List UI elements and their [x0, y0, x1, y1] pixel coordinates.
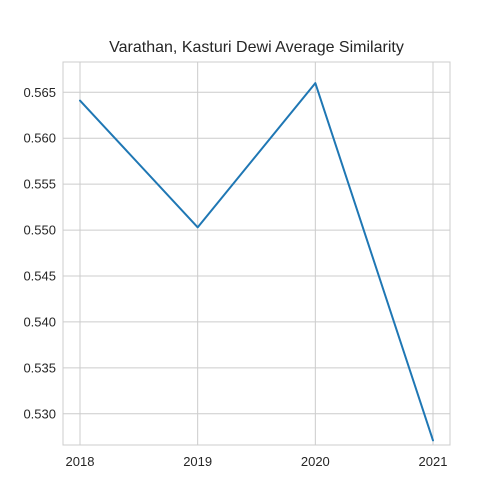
y-tick-label: 0.545	[23, 269, 56, 284]
x-axis-tick-labels: 2018 2019 2020 2021	[66, 454, 448, 469]
chart-title: Varathan, Kasturi Dewi Average Similarit…	[109, 39, 404, 56]
y-tick-label: 0.560	[23, 131, 56, 146]
x-tick-label: 2019	[183, 454, 212, 469]
plot-area	[62, 61, 451, 446]
x-tick-label: 2018	[66, 454, 95, 469]
series-lines	[79, 82, 434, 442]
y-axis-tick-labels: 0.530 0.535 0.540 0.545 0.550 0.555 0.560 0.565	[23, 85, 56, 421]
x-tick-label: 2020	[301, 454, 330, 469]
y-tick-label: 0.550	[23, 223, 56, 238]
y-tick-label: 0.535	[23, 360, 56, 375]
grid-lines	[63, 62, 450, 445]
y-tick-label: 0.530	[23, 406, 56, 421]
y-tick-label: 0.540	[23, 314, 56, 329]
x-tick-label: 2021	[419, 454, 448, 469]
y-tick-label: 0.565	[23, 85, 56, 100]
series-line	[79, 82, 434, 442]
y-tick-label: 0.555	[23, 177, 56, 192]
